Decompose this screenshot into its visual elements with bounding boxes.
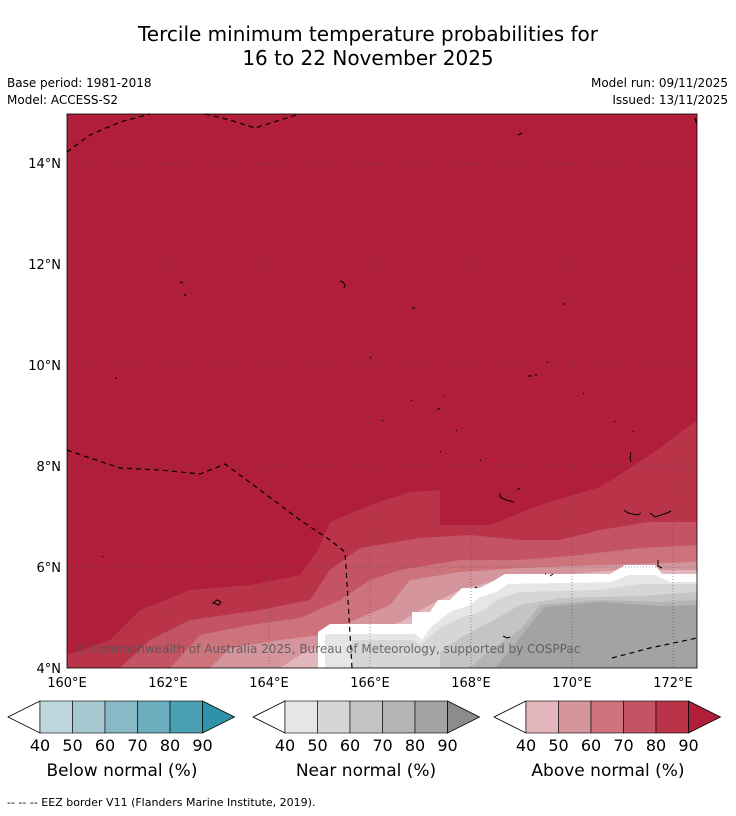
- lat-label: 6°N: [37, 561, 62, 576]
- lon-label: 170°E: [552, 676, 592, 691]
- lat-label: 10°N: [28, 359, 61, 374]
- title-line-1: Tercile minimum temperature probabilitie…: [137, 22, 599, 46]
- model-name: Model: ACCESS-S2: [7, 93, 119, 107]
- lat-label: 8°N: [37, 460, 62, 475]
- eez-footer-note: -- -- -- EEZ border V11 (Flanders Marine…: [7, 796, 316, 809]
- colorbar-max-cap: [688, 700, 722, 734]
- colorbar-segment: [623, 700, 657, 734]
- colorbar-tick-label: 60: [340, 736, 360, 755]
- map-frame: [66, 113, 698, 669]
- above-normal-legend-label: Above normal (%): [531, 761, 685, 781]
- colorbar-tick-label: 90: [192, 736, 212, 755]
- colorbar-segment: [414, 700, 448, 734]
- colorbar-tick-label: 90: [437, 736, 457, 755]
- gridlines: [67, 114, 697, 668]
- model-run: Model run: 09/11/2025: [590, 76, 728, 90]
- colorbar-tick-label: 80: [646, 736, 666, 755]
- lat-label: 14°N: [28, 157, 61, 172]
- legend-colorbars: 40 50 60 70 80 90 40 50 60 70 80 90 40 50 60 70 80 90: [7, 700, 722, 755]
- near-normal-legend-label: Near normal (%): [295, 761, 437, 781]
- title-line-2: 16 to 22 November 2025: [242, 46, 494, 70]
- colorbar-tick-label: 80: [160, 736, 180, 755]
- colorbar-tick-label: 90: [678, 736, 698, 755]
- colorbar-tick-label: 40: [516, 736, 536, 755]
- base-period: Base period: 1981-2018: [7, 76, 152, 90]
- colorbar-tick-label: 70: [372, 736, 392, 755]
- colorbar-tick-label: 60: [581, 736, 601, 755]
- colorbar-segment: [558, 700, 592, 734]
- lat-label: 4°N: [37, 662, 62, 677]
- below-normal-colorbar: 40 50 60 70 80 90: [7, 700, 236, 755]
- colorbar-tick-label: 70: [127, 736, 147, 755]
- eez-borders: [66, 113, 698, 669]
- colorbar-segment: [655, 700, 689, 734]
- map-copyright: © Commonwealth of Australia 2025, Bureau…: [75, 642, 580, 656]
- colorbar-segment: [137, 700, 171, 734]
- lon-label: 168°E: [451, 676, 491, 691]
- colorbar-min-cap: [252, 700, 286, 734]
- meta-right: Model run: 09/11/2025 Issued: 13/11/2025: [591, 75, 728, 109]
- below-normal-legend-label: Below normal (%): [46, 761, 198, 781]
- lon-label: 164°E: [249, 676, 289, 691]
- lon-label: 162°E: [148, 676, 188, 691]
- colorbar-segment: [317, 700, 351, 734]
- colorbar-tick-label: 50: [62, 736, 82, 755]
- colorbar-max-cap: [447, 700, 481, 734]
- colorbar-segment: [72, 700, 106, 734]
- colorbar-max-cap: [202, 700, 236, 734]
- colorbar-segment: [104, 700, 138, 734]
- lon-label: 166°E: [350, 676, 390, 691]
- colorbar-segment: [284, 700, 318, 734]
- lat-label: 12°N: [28, 258, 61, 273]
- colorbar-tick-label: 60: [95, 736, 115, 755]
- colorbar-tick-label: 40: [275, 736, 295, 755]
- colorbar-segment: [525, 700, 559, 734]
- lon-label: 172°E: [653, 676, 693, 691]
- colorbar-min-cap: [7, 700, 41, 734]
- colorbar-segment: [382, 700, 416, 734]
- colorbar-segment: [39, 700, 73, 734]
- near-normal-colorbar: 40 50 60 70 80 90: [252, 700, 481, 755]
- colorbar-tick-label: 80: [405, 736, 425, 755]
- map-title: Tercile minimum temperature probabilitie…: [0, 22, 736, 70]
- colorbar-segment: [590, 700, 624, 734]
- longitude-labels: 160°E 162°E 164°E 166°E 168°E 170°E 172°…: [47, 676, 693, 691]
- colorbar-segment: [349, 700, 383, 734]
- colorbar-min-cap: [493, 700, 527, 734]
- colorbar-tick-label: 50: [307, 736, 327, 755]
- meta-left: Base period: 1981-2018 Model: ACCESS-S2: [7, 75, 152, 109]
- colorbar-segment: [169, 700, 203, 734]
- islands: [101, 132, 672, 639]
- colorbar-tick-label: 50: [548, 736, 568, 755]
- colorbar-tick-label: 70: [613, 736, 633, 755]
- issued-date: Issued: 13/11/2025: [612, 93, 728, 107]
- above-normal-colorbar: 40 50 60 70 80 90: [493, 700, 722, 755]
- latitude-labels: 14°N 12°N 10°N 8°N 6°N 4°N: [28, 157, 61, 677]
- lon-label: 160°E: [47, 676, 87, 691]
- near-normal-80-region: [495, 602, 697, 668]
- colorbar-tick-label: 40: [30, 736, 50, 755]
